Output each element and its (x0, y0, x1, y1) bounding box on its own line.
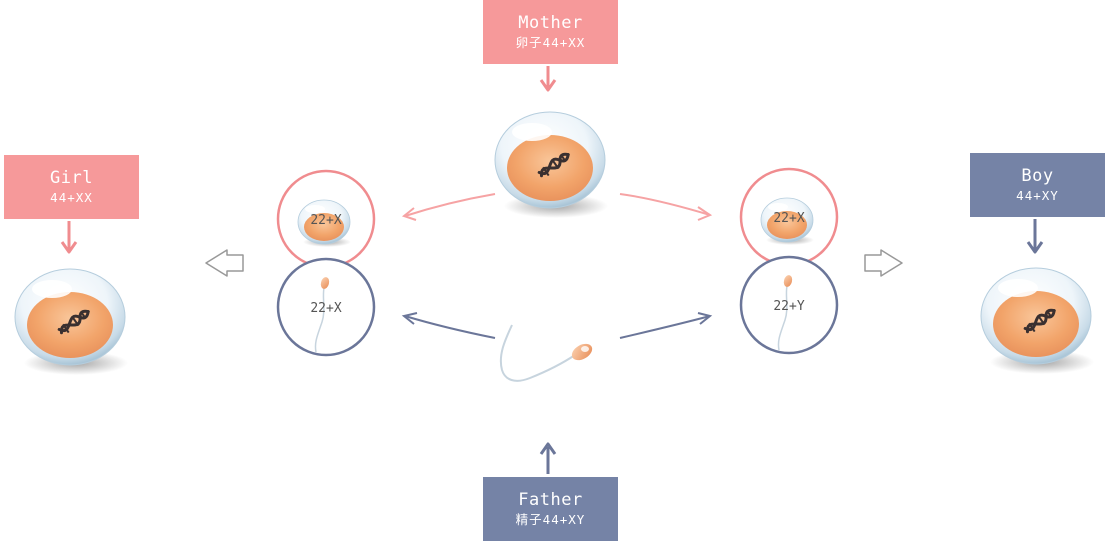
egg-to-left-arrow-icon (401, 193, 496, 221)
mother-egg-icon (493, 110, 610, 220)
left-sperm-label: 22+X (310, 301, 341, 316)
father-label: Father 精子44+XY (483, 477, 618, 541)
father-sperm-icon (499, 324, 593, 382)
sperm-to-left-arrow-icon (401, 312, 496, 339)
right-sperm-circle (739, 255, 839, 355)
girl-title: Girl (50, 168, 93, 188)
boy-title: Boy (1021, 166, 1054, 186)
left-egg-label: 22+X (310, 213, 341, 228)
right-egg-label: 22+X (773, 211, 804, 226)
egg-to-right-arrow-icon (619, 193, 713, 221)
mother-subtitle: 卵子44+XX (515, 35, 586, 50)
right-small-sperm-icon (777, 275, 793, 351)
girl-egg-icon (13, 267, 130, 377)
boy-egg-icon (979, 266, 1096, 376)
left-sperm-circle (276, 257, 376, 357)
boy-subtitle: 44+XY (1016, 188, 1059, 203)
father-title: Father (518, 490, 583, 510)
sperm-to-right-arrow-icon (619, 312, 713, 339)
right-sperm-label: 22+Y (773, 299, 804, 314)
left-hollow-arrow-icon (205, 249, 244, 277)
boy-down-arrow-icon (1026, 219, 1044, 254)
mother-down-arrow-icon (539, 66, 557, 92)
girl-label: Girl 44+XX (4, 155, 139, 219)
left-small-sperm-icon (314, 277, 330, 353)
father-subtitle: 精子44+XY (515, 512, 586, 527)
right-hollow-arrow-icon (864, 249, 903, 277)
mother-title: Mother (518, 13, 583, 33)
girl-down-arrow-icon (60, 221, 78, 254)
mother-label: Mother 卵子44+XX (483, 0, 618, 64)
girl-subtitle: 44+XX (50, 190, 93, 205)
boy-label: Boy 44+XY (970, 153, 1105, 217)
father-up-arrow-icon (539, 442, 557, 474)
